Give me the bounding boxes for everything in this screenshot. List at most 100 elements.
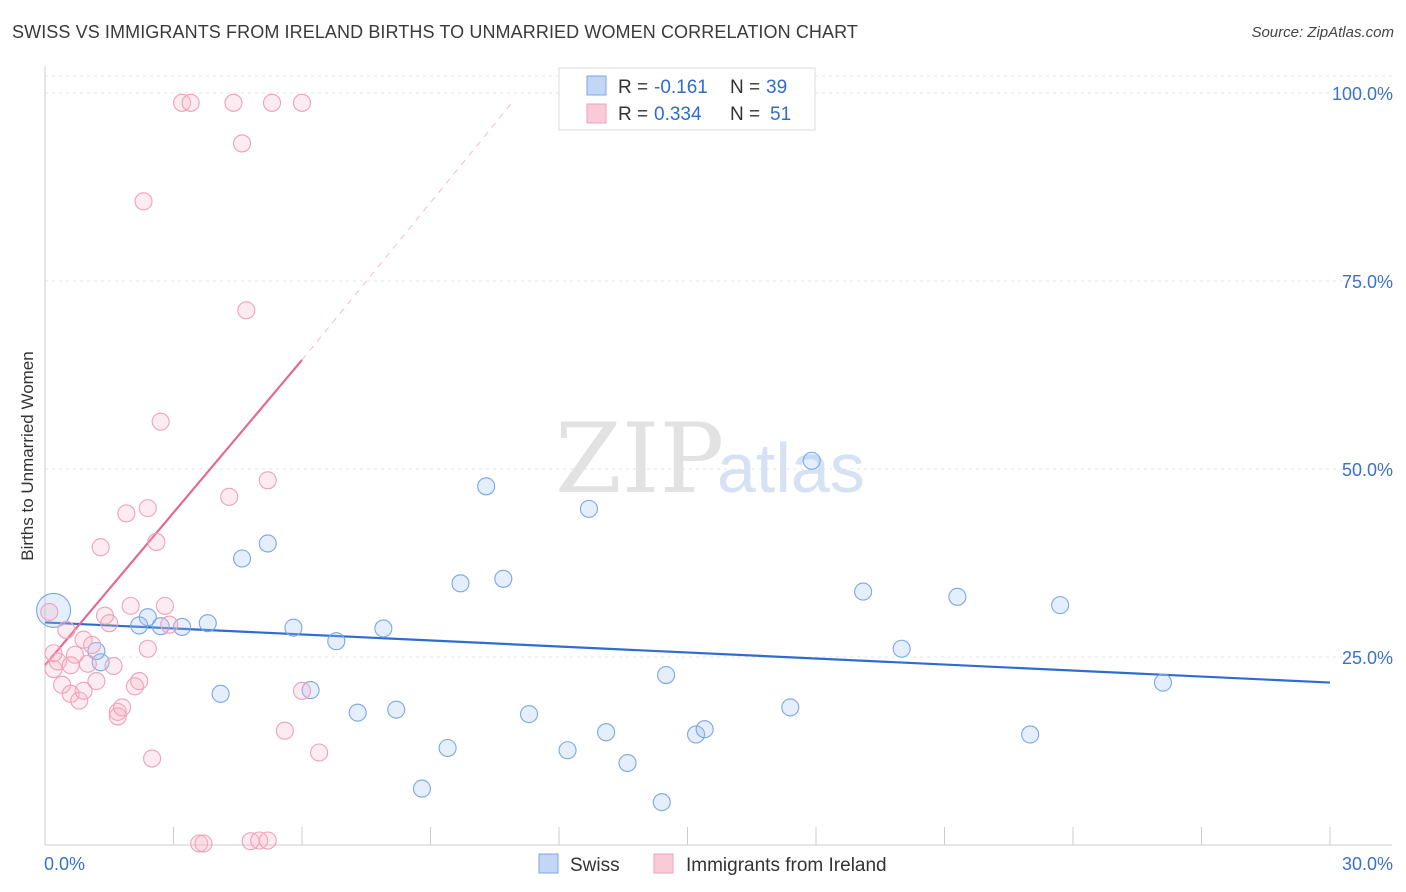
point-ireland-38	[224, 93, 243, 112]
point-ireland-0	[40, 602, 59, 621]
chart-title: SWISS VS IMMIGRANTS FROM IRELAND BIRTHS …	[12, 22, 859, 42]
point-ireland-27	[138, 499, 157, 518]
legend-swatch-swiss	[586, 75, 607, 96]
point-ireland-22	[117, 504, 136, 523]
point-swiss-38	[1153, 673, 1172, 692]
point-ireland-36	[190, 834, 209, 853]
point-ireland-29	[143, 749, 162, 768]
point-swiss-26	[618, 753, 637, 773]
point-swiss-35	[948, 587, 967, 606]
point-swiss-25	[597, 723, 616, 742]
x-tick-label-1: 30.0%	[1342, 854, 1393, 874]
point-swiss-29	[687, 725, 706, 744]
point-ireland-25	[130, 672, 149, 691]
point-ireland-45	[258, 471, 277, 490]
point-ireland-18	[104, 656, 123, 676]
point-swiss-13	[327, 632, 346, 651]
legend-swiss-r-label: R =	[618, 77, 648, 98]
point-ireland-20	[108, 707, 127, 726]
bottom-legend-ireland: Immigrants from Ireland	[686, 855, 887, 876]
point-ireland-31	[151, 412, 170, 431]
point-ireland-50	[310, 743, 329, 762]
watermark-zip: ZIP	[555, 403, 724, 515]
point-ireland-37	[194, 834, 213, 853]
point-ireland-11	[74, 630, 93, 649]
point-swiss-30	[695, 720, 714, 739]
bottom-swatch-swiss	[538, 853, 559, 874]
point-ireland-15	[91, 538, 110, 557]
legend-swiss-r-value: -0.161	[654, 77, 708, 98]
legend-swatch-ireland	[586, 103, 607, 124]
point-swiss-28	[657, 666, 676, 685]
point-swiss-16	[387, 700, 406, 719]
point-ireland-14	[87, 672, 106, 691]
point-ireland-10	[74, 681, 93, 700]
point-ireland-23	[121, 596, 140, 615]
point-swiss-14	[348, 703, 367, 722]
y-tick-label-2: 75.0%	[1342, 272, 1393, 292]
legend-ireland-r-label: R =	[618, 104, 648, 125]
y-tick-label-0: 25.0%	[1342, 648, 1393, 668]
y-tick-labels: 25.0% 50.0% 75.0% 100.0%	[1332, 84, 1393, 668]
trend-line-swiss	[44, 621, 1331, 684]
point-ireland-1	[44, 644, 63, 663]
y-tick-label-3: 100.0%	[1332, 84, 1393, 104]
gridlines	[45, 75, 1392, 658]
point-swiss-8	[211, 684, 230, 703]
point-ireland-49	[292, 681, 312, 700]
point-swiss-36	[1021, 725, 1040, 744]
point-ireland-17	[100, 614, 119, 633]
point-swiss-11	[284, 618, 303, 637]
point-swiss-34	[892, 639, 911, 658]
point-swiss-37	[1051, 596, 1070, 615]
point-swiss-31	[781, 698, 800, 717]
y-axis-label: Births to Unmarried Women	[18, 351, 37, 560]
bottom-legend: Swiss Immigrants from Ireland	[538, 853, 887, 876]
point-swiss-10	[258, 534, 277, 553]
point-ireland-35	[181, 93, 200, 112]
data-points	[36, 93, 1172, 853]
legend-swiss-n-value: 39	[766, 77, 787, 98]
point-swiss-19	[451, 574, 470, 593]
point-ireland-47	[275, 721, 294, 740]
point-swiss-15	[374, 619, 393, 638]
point-swiss-9	[232, 549, 252, 568]
point-ireland-41	[220, 487, 239, 506]
point-ireland-5	[57, 620, 76, 639]
top-legend: R = -0.161 N = 39 R = 0.334 N = 51	[558, 67, 816, 131]
point-ireland-8	[65, 645, 85, 664]
bottom-swatch-ireland	[653, 853, 674, 874]
y-tick-label-1: 50.0%	[1342, 460, 1393, 480]
x-tick-labels: 0.0% 30.0%	[44, 854, 1393, 874]
point-swiss-7	[198, 614, 217, 633]
point-ireland-12	[78, 654, 97, 673]
point-swiss-33	[854, 582, 873, 601]
point-swiss-22	[519, 705, 539, 724]
legend-ireland-r-value: 0.334	[654, 104, 702, 125]
trend-line-ireland	[44, 359, 303, 666]
point-ireland-13	[83, 635, 102, 655]
legend-swiss-n-label: N =	[730, 77, 760, 98]
point-swiss-24	[579, 499, 599, 518]
point-ireland-32	[155, 596, 174, 615]
x-tick-label-0: 0.0%	[44, 854, 85, 874]
point-ireland-46	[262, 93, 282, 112]
point-ireland-40	[237, 301, 256, 320]
point-ireland-48	[292, 93, 312, 112]
axes	[44, 66, 1392, 846]
point-ireland-44	[258, 831, 277, 850]
point-ireland-33	[160, 615, 179, 634]
point-swiss-21	[494, 569, 513, 588]
point-ireland-26	[134, 192, 153, 211]
point-swiss-17	[412, 779, 431, 798]
point-swiss-20	[477, 477, 496, 496]
point-swiss-23	[558, 741, 577, 760]
point-ireland-39	[232, 134, 252, 153]
point-ireland-28	[138, 639, 157, 658]
point-swiss-18	[438, 738, 457, 758]
watermark-atlas: atlas	[717, 429, 865, 507]
bottom-legend-swiss: Swiss	[570, 855, 620, 876]
legend-ireland-n-label: N =	[730, 104, 760, 125]
legend-ireland-n-value: 51	[770, 104, 791, 125]
